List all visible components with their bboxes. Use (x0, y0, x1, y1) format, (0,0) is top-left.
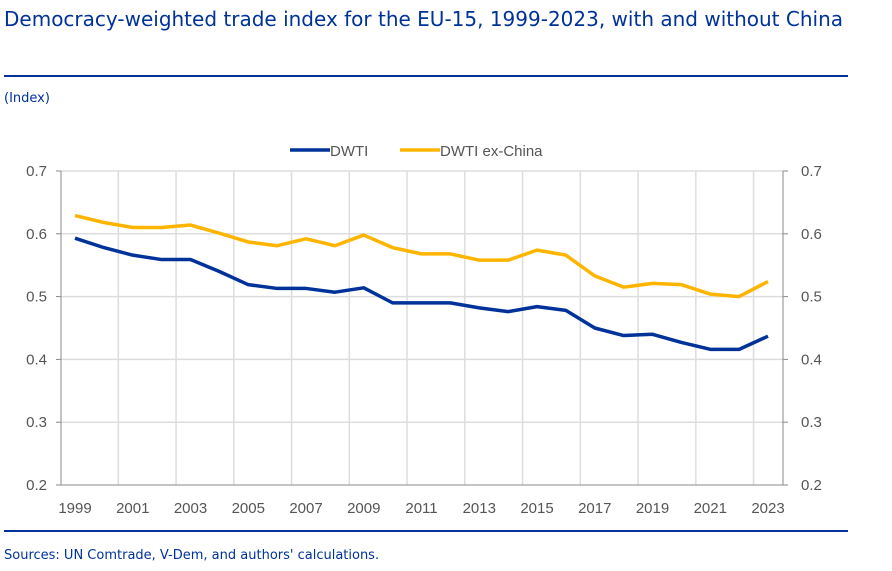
y-tick-label: 0.5 (26, 289, 47, 306)
x-tick-label: 1999 (58, 500, 91, 517)
x-tick-label: 2005 (232, 500, 265, 517)
title-divider (4, 75, 848, 77)
y-tick-label: 0.4 (26, 351, 47, 368)
chart-subtitle: (Index) (4, 91, 50, 106)
y-tick-label: 0.7 (26, 163, 47, 180)
x-tick-label: 2017 (578, 500, 611, 517)
chart-title: Democracy-weighted trade index for the E… (4, 7, 844, 31)
y-tick-label-right: 0.5 (801, 289, 822, 306)
legend-label: DWTI ex-China (440, 143, 543, 160)
x-tick-label: 2023 (751, 500, 784, 517)
legend-label: DWTI (330, 143, 368, 160)
y-tick-label: 0.2 (26, 477, 47, 494)
line-chart: 0.2 0.2 0.3 0.3 0.4 0.4 0.5 0.5 0.6 0.6 0.7 0.7 1999… (26, 143, 822, 517)
series-line-dwti-ex-china (74, 213, 769, 299)
source-note: Sources: UN Comtrade, V-Dem, and authors… (4, 548, 380, 563)
y-tick-label-right: 0.7 (801, 163, 822, 180)
footer-divider (4, 530, 848, 532)
x-tick-label: 2019 (636, 500, 669, 517)
y-tick-label-right: 0.2 (801, 477, 822, 494)
y-tick-label-right: 0.4 (801, 351, 822, 368)
x-tick-label: 2011 (405, 500, 437, 517)
x-tick-label: 2001 (116, 500, 149, 517)
y-tick-label: 0.3 (26, 414, 47, 431)
y-tick-label-right: 0.6 (801, 226, 822, 243)
x-tick-label: 2009 (347, 500, 380, 517)
series-line-dwti (74, 236, 769, 352)
y-tick-label: 0.6 (26, 226, 47, 243)
x-tick-label: 2003 (174, 500, 207, 517)
x-tick-label: 2013 (463, 500, 496, 517)
x-tick-label: 2007 (289, 500, 322, 517)
x-tick-label: 2021 (694, 500, 727, 517)
x-tick-label: 2015 (520, 500, 553, 517)
y-tick-label-right: 0.3 (801, 414, 822, 431)
